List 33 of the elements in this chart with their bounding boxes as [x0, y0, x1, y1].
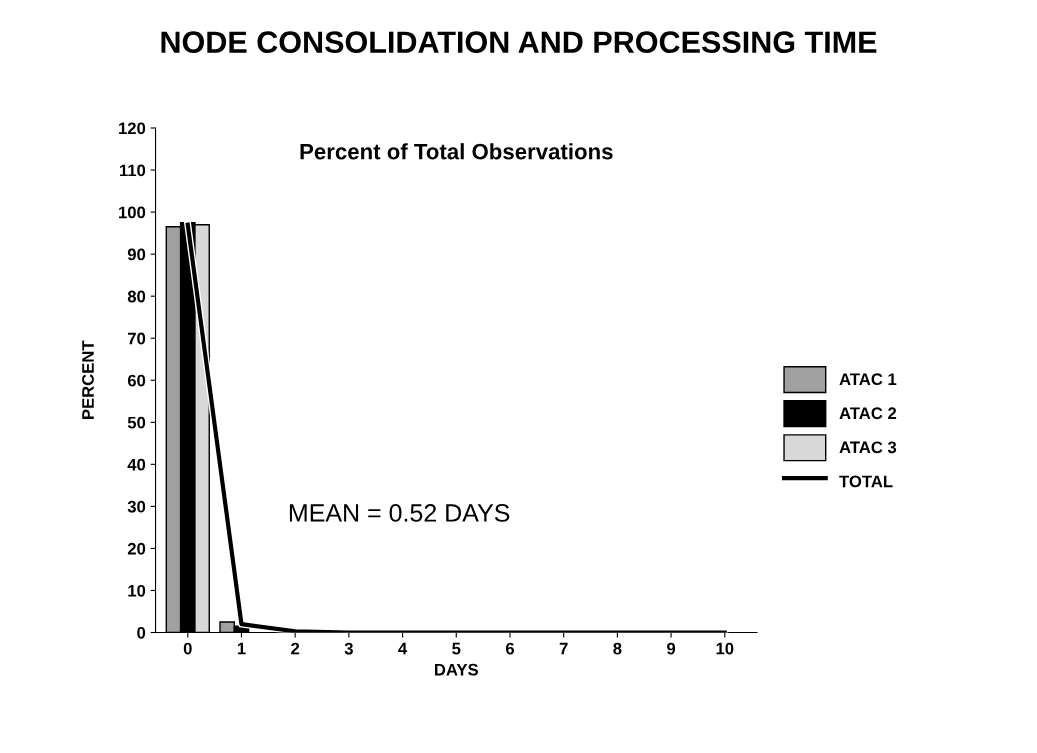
- legend-label: ATAC 3: [839, 441, 897, 454]
- x-axis-title: DAYS: [435, 663, 479, 676]
- x-tick-label: 2: [291, 642, 300, 655]
- y-tick-label: 20: [127, 542, 146, 555]
- x-tick-label: 4: [398, 642, 408, 655]
- y-tick-label: 90: [127, 248, 146, 261]
- y-tick-label: 110: [119, 164, 146, 177]
- x-tick-label: 1: [237, 642, 246, 655]
- x-tick-label: 8: [613, 642, 622, 655]
- x-tick-label: 10: [716, 642, 734, 655]
- x-tick-label: 3: [344, 642, 353, 655]
- y-tick-label: 100: [119, 206, 146, 219]
- y-tick-label: 30: [127, 500, 146, 513]
- y-tick-label: 80: [127, 290, 146, 303]
- y-tick-label: 120: [119, 122, 146, 135]
- x-tick-label: 5: [452, 642, 461, 655]
- legend-label: ATAC 2: [839, 407, 897, 420]
- x-tick-label: 7: [559, 642, 568, 655]
- x-tick-label: 6: [505, 642, 515, 655]
- y-tick-label: 0: [137, 626, 146, 639]
- legend-label: TOTAL: [839, 475, 893, 488]
- y-tick-label: 40: [127, 458, 146, 471]
- y-tick-label: 50: [127, 416, 146, 429]
- annotation: MEAN = 0.52 DAYS: [289, 504, 510, 522]
- y-tick-label: 70: [128, 332, 146, 345]
- chart-title: NODE CONSOLIDATION AND PROCESSING TIME: [161, 31, 877, 54]
- x-tick-label: 9: [667, 642, 676, 655]
- y-tick-label: 10: [128, 584, 146, 597]
- legend-label: ATAC 1: [839, 373, 897, 386]
- text: Percent of Total Observations: [300, 143, 613, 160]
- y-tick-label: 60: [127, 374, 146, 387]
- y-axis-title: PERCENT: [82, 340, 94, 419]
- x-tick-label: 0: [183, 642, 192, 655]
